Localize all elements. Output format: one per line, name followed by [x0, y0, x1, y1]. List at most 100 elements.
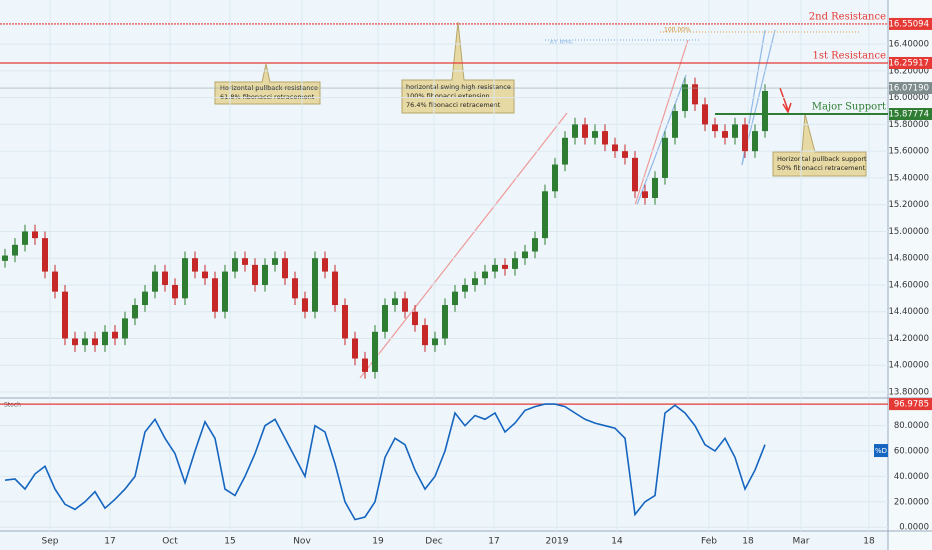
- candle-body: [552, 164, 558, 192]
- candle-body: [292, 278, 298, 299]
- arrow: [359, 112, 568, 379]
- last-price-tag: [889, 82, 932, 95]
- candle-body: [232, 258, 238, 272]
- y-tick-label: 13.80000: [888, 387, 929, 397]
- indicator-level-tag: [889, 398, 932, 411]
- candle-body: [482, 271, 488, 279]
- annotation-text: 50% fibonacci retracement: [777, 164, 866, 172]
- x-tick-label: 18: [742, 537, 754, 547]
- candle-body: [52, 271, 58, 292]
- y-tick-label: 14.00000: [888, 361, 929, 371]
- candle-body: [372, 331, 378, 372]
- candle-body: [32, 231, 38, 239]
- candle-body: [632, 157, 638, 192]
- candle-body: [102, 331, 108, 346]
- candle-body: [652, 177, 658, 198]
- annotation-text: horizontal swing high resistance: [406, 83, 511, 91]
- candle-body: [92, 338, 98, 346]
- indicator-level-label: 96.9785: [894, 400, 929, 410]
- candle-body: [82, 338, 88, 346]
- y-tick-label: 20.0000: [894, 497, 929, 507]
- x-tick-label: Feb: [701, 537, 717, 547]
- y-tick-label: 16.20000: [888, 66, 929, 76]
- candle-body: [392, 298, 398, 306]
- callout: [772, 113, 867, 177]
- candle-body: [302, 298, 308, 312]
- y-tick-label: 15.40000: [888, 173, 929, 183]
- x-tick-label: 19: [372, 537, 384, 547]
- candle-body: [282, 258, 288, 279]
- candle-body: [562, 137, 568, 165]
- candle-body: [272, 258, 278, 265]
- legend-tag: [874, 444, 888, 458]
- candle-body: [622, 151, 628, 158]
- candle-body: [142, 291, 148, 306]
- level-name: Major Support: [812, 102, 886, 113]
- candle-body: [202, 271, 208, 279]
- candle-body: [592, 131, 598, 138]
- x-tick-label: Sep: [42, 537, 59, 547]
- candle-body: [352, 338, 358, 359]
- level-tag: [889, 17, 932, 30]
- candle-body: [132, 305, 138, 319]
- candle-body: [212, 278, 218, 312]
- candle-body: [672, 111, 678, 138]
- candle-body: [682, 84, 688, 112]
- candle-body: [442, 305, 448, 339]
- y-tick-label: 15.00000: [888, 227, 929, 237]
- candle-body: [222, 271, 228, 312]
- candle-body: [572, 124, 578, 138]
- candle-body: [162, 271, 168, 285]
- candle-body: [182, 258, 188, 299]
- y-tick-label: 15.20000: [888, 200, 929, 210]
- level-tag: [889, 56, 932, 69]
- arrow: [636, 74, 687, 206]
- candle-body: [662, 137, 668, 178]
- callout: [214, 63, 321, 105]
- indicator-name: Stoch: [4, 402, 21, 409]
- candle-body: [22, 231, 28, 245]
- candle-body: [122, 318, 128, 339]
- candle-body: [532, 238, 538, 252]
- candle-body: [432, 338, 438, 346]
- y-tick-label: 14.60000: [888, 280, 929, 290]
- candle-body: [522, 251, 528, 259]
- candle-body: [382, 305, 388, 332]
- x-tick-label: Mar: [793, 537, 810, 547]
- candle-body: [692, 84, 698, 105]
- callout: [401, 21, 515, 114]
- candle-body: [612, 144, 618, 152]
- candle-body: [332, 271, 338, 306]
- candle-body: [242, 258, 248, 265]
- level-value: 16.25917: [888, 58, 929, 68]
- y-tick-label: 0.0000: [899, 523, 929, 533]
- fib-label: 100.00%: [664, 27, 691, 34]
- level-tag: [889, 108, 932, 121]
- candle-body: [192, 258, 198, 272]
- y-tick-label: 15.80000: [888, 120, 929, 130]
- candle-body: [342, 305, 348, 339]
- x-tick-label: 17: [104, 537, 115, 547]
- x-tick-label: 17: [488, 537, 499, 547]
- annotation-text: 100% fibonacci extension: [406, 92, 490, 100]
- last-price-label: 16.07190: [888, 84, 929, 94]
- candle-body: [362, 358, 368, 372]
- candle-body: [252, 264, 258, 285]
- indicator-line: [4, 403, 766, 521]
- y-tick-label: 80.0000: [894, 421, 929, 431]
- candle-body: [502, 264, 508, 269]
- candle-body: [152, 271, 158, 292]
- level-name: 1st Resistance: [812, 50, 886, 61]
- callouts: [214, 21, 867, 177]
- candle-body: [112, 331, 118, 339]
- candle-body: [712, 124, 718, 132]
- level-name: 2nd Resistance: [809, 11, 886, 22]
- candle-body: [462, 284, 468, 292]
- candle-body: [492, 264, 498, 272]
- y-tick-label: 14.20000: [888, 334, 929, 344]
- candle-body: [732, 124, 738, 138]
- candle-body: [2, 255, 8, 261]
- x-tick-label: Nov: [293, 537, 311, 547]
- candle-body: [62, 291, 68, 339]
